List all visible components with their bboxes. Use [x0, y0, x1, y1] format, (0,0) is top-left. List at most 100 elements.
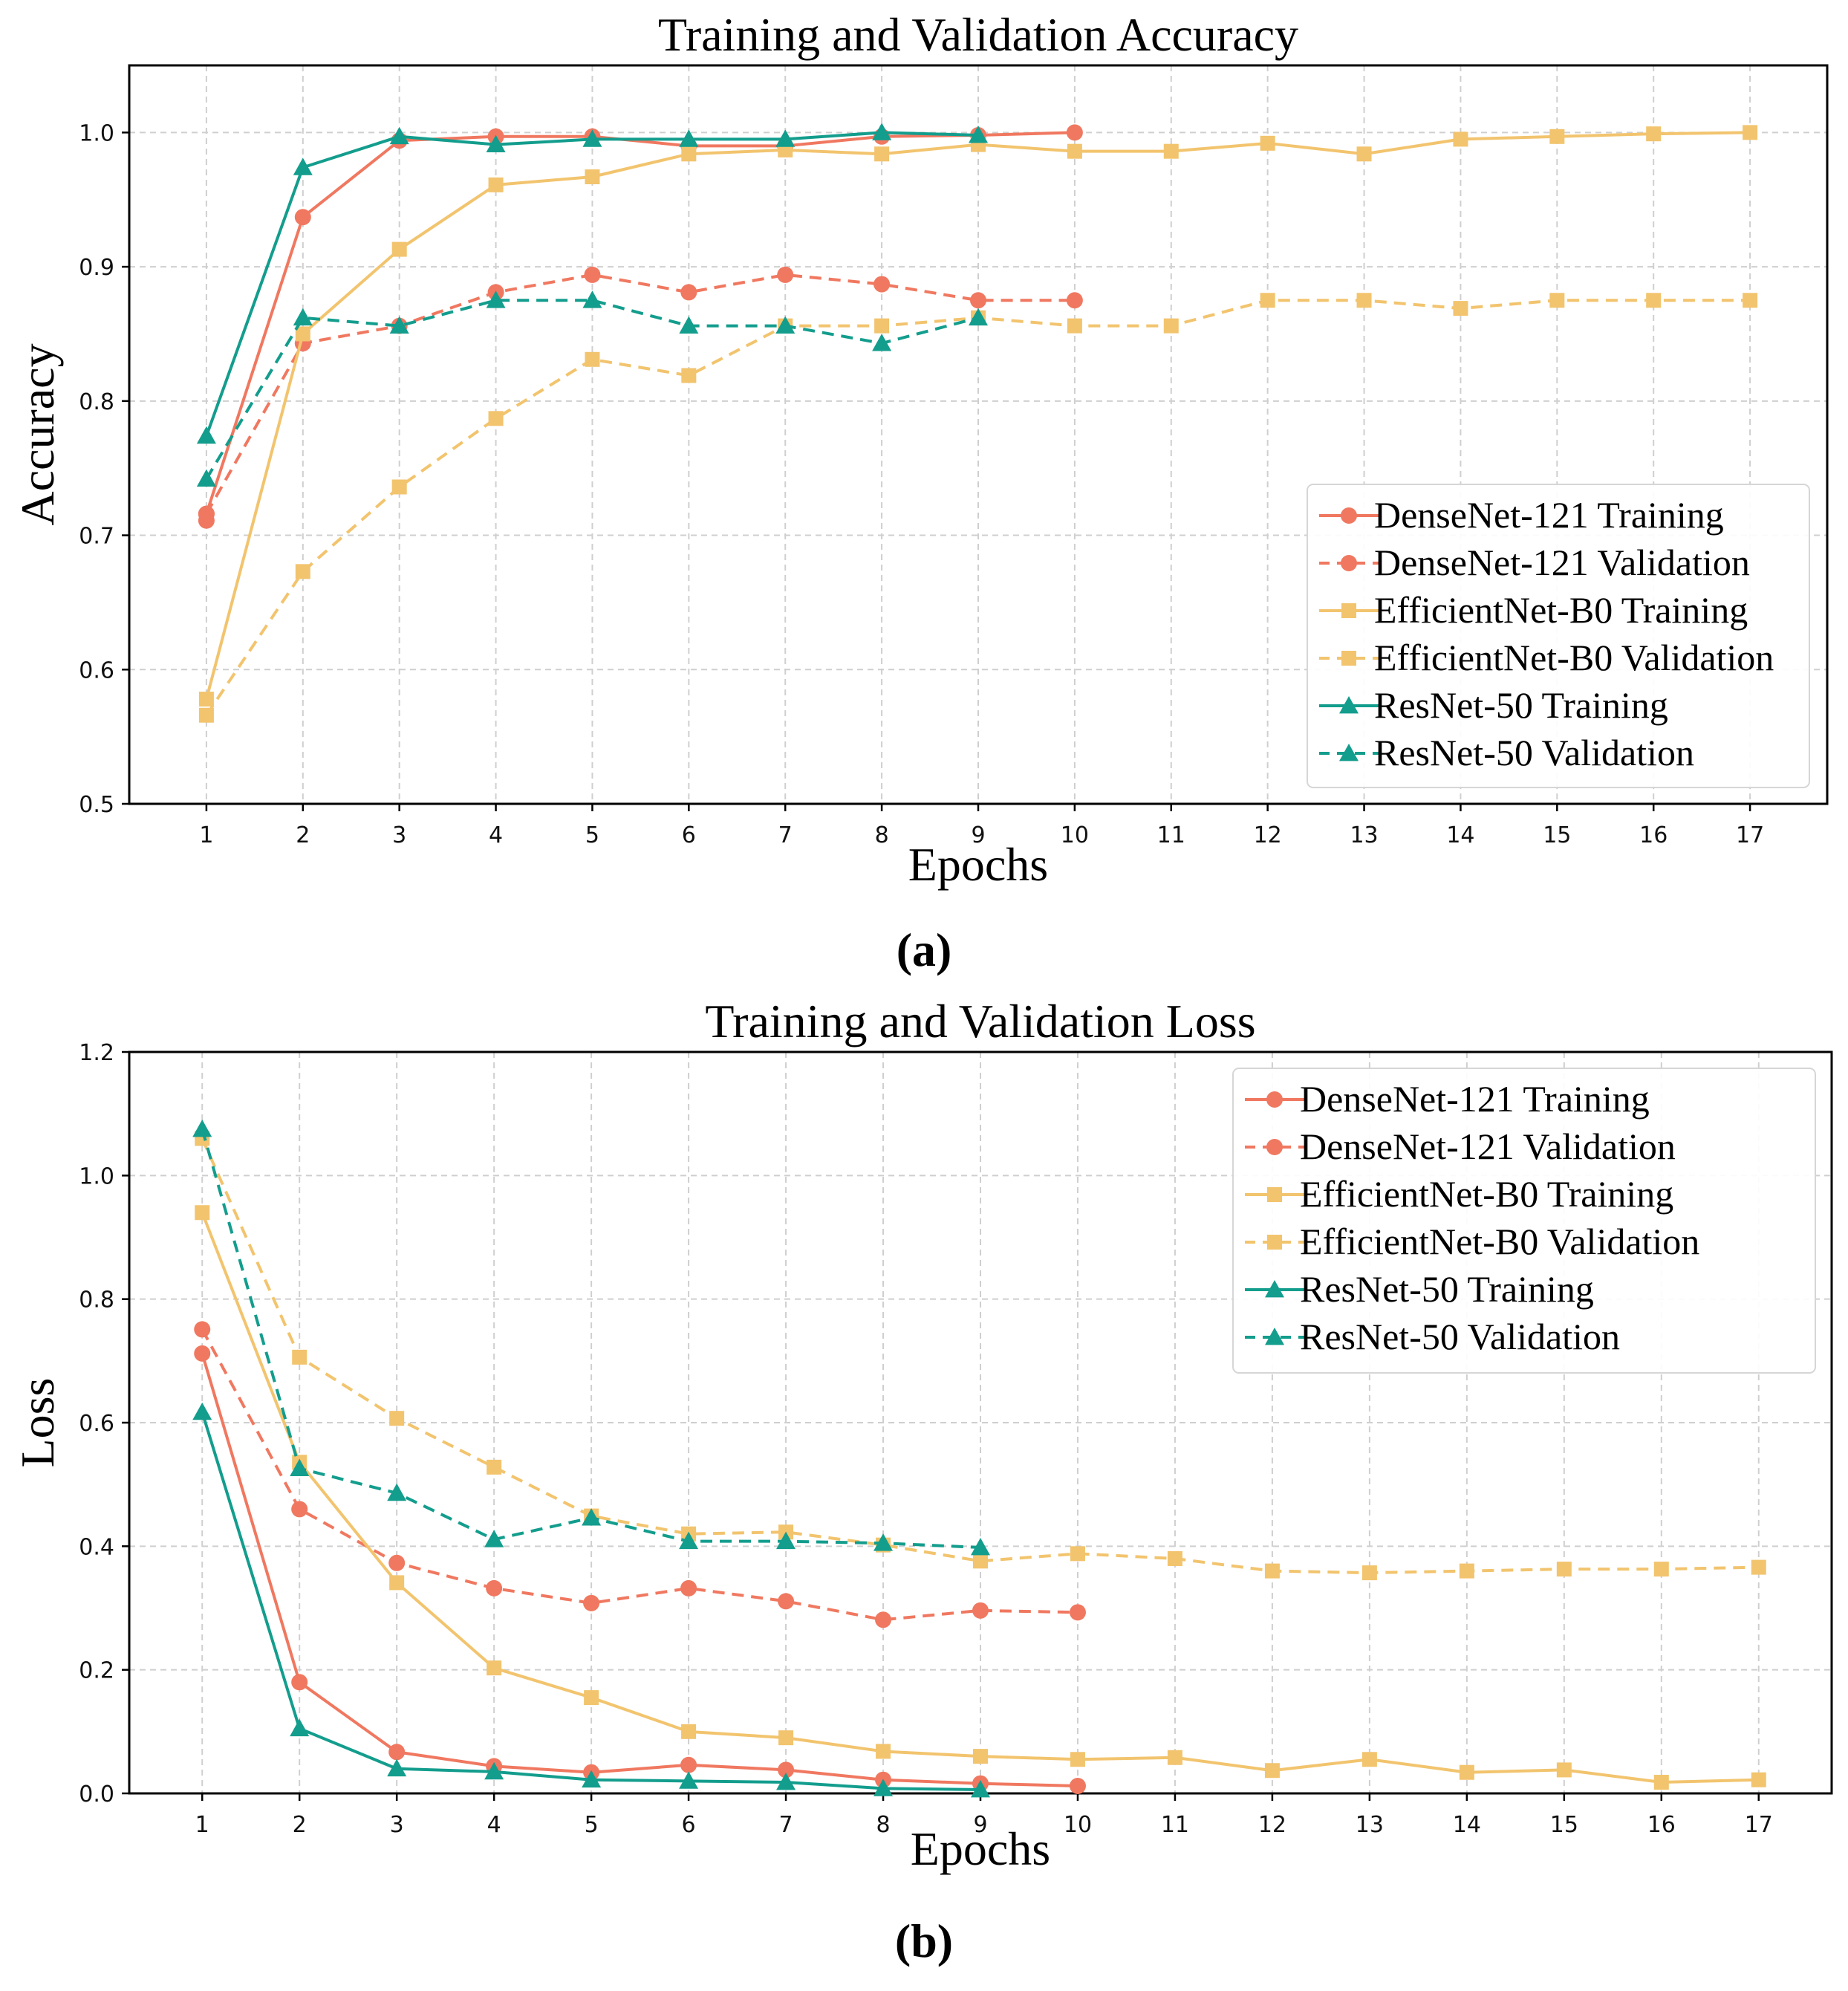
loss-panel-label: (b): [895, 1914, 953, 1967]
accuracy-xtick-label: 7: [778, 822, 793, 848]
loss-xtick-label: 16: [1647, 1812, 1676, 1838]
accuracy-point-resnet-50-training: [872, 123, 892, 140]
loss-xtick-label: 17: [1745, 1812, 1773, 1838]
loss-point-efficientnet-b0-training: [1459, 1764, 1474, 1780]
loss-legend-label: ResNet-50 Validation: [1300, 1316, 1620, 1357]
accuracy-point-densenet-121-validation: [1066, 292, 1083, 309]
accuracy-xtick-label: 2: [296, 822, 310, 848]
loss-point-efficientnet-b0-validation: [1459, 1563, 1474, 1579]
accuracy-xtick-label: 9: [971, 822, 985, 848]
accuracy-ytick-label: 0.5: [79, 792, 114, 818]
loss-point-densenet-121-training: [1069, 1778, 1086, 1795]
loss-xtick-label: 14: [1453, 1812, 1481, 1838]
accuracy-legend-label: ResNet-50 Validation: [1374, 732, 1694, 773]
loss-ytick-label: 1.2: [79, 1040, 114, 1066]
accuracy-point-densenet-121-validation: [680, 284, 697, 301]
accuracy-xtick-label: 11: [1157, 822, 1185, 848]
loss-point-densenet-121-validation: [875, 1611, 892, 1628]
loss-point-efficientnet-b0-training: [195, 1205, 210, 1221]
loss-xtick-label: 9: [973, 1812, 987, 1838]
accuracy-point-efficientnet-b0-training: [1453, 131, 1468, 147]
accuracy-legend-box: [1307, 484, 1810, 788]
loss-line-densenet-121-training: [201, 1353, 1078, 1788]
accuracy-point-efficientnet-b0-validation: [1067, 318, 1082, 334]
loss-xtick-label: 11: [1161, 1812, 1189, 1838]
accuracy-legend-marker-efficientnet-b0-training: [1341, 603, 1356, 618]
accuracy-xtick-label: 1: [199, 822, 213, 848]
accuracy-point-efficientnet-b0-validation: [1549, 293, 1565, 308]
accuracy-panel-label: (a): [897, 923, 952, 976]
loss-point-efficientnet-b0-validation: [389, 1411, 405, 1426]
accuracy-legend-label: EfficientNet-B0 Training: [1374, 589, 1748, 631]
accuracy-point-efficientnet-b0-training: [874, 146, 890, 162]
accuracy-point-resnet-50-training: [486, 134, 506, 153]
loss-point-densenet-121-training: [778, 1761, 795, 1779]
loss-xtick-label: 8: [876, 1812, 890, 1838]
loss-legend-marker-resnet-50-validation: [1265, 1328, 1284, 1345]
accuracy-xtick-label: 15: [1543, 822, 1571, 848]
loss-ytick-label: 1.0: [79, 1163, 114, 1189]
loss-point-resnet-50-validation: [484, 1530, 504, 1547]
accuracy-point-densenet-121-training: [294, 209, 311, 226]
loss-point-resnet-50-validation: [873, 1533, 894, 1551]
loss-xtick-label: 12: [1258, 1812, 1286, 1838]
loss-xtick-label: 3: [390, 1812, 404, 1838]
accuracy-point-resnet-50-validation: [486, 290, 506, 308]
accuracy-legend-label: DenseNet-121 Training: [1374, 494, 1724, 536]
accuracy-point-densenet-121-validation: [873, 276, 891, 293]
accuracy-point-efficientnet-b0-training: [1067, 143, 1082, 159]
accuracy-xtick-label: 12: [1254, 822, 1282, 848]
accuracy-point-resnet-50-validation: [582, 290, 602, 308]
accuracy-point-efficientnet-b0-training: [391, 241, 407, 257]
accuracy-point-efficientnet-b0-training: [198, 692, 214, 707]
accuracy-panel: 1 2 3 4 5 6 7 8 9 10 11 12 13 14 15 16 170.50.60.70.80.9…: [11, 8, 1829, 976]
accuracy-legend-label: EfficientNet-B0 Validation: [1374, 637, 1774, 678]
accuracy-point-efficientnet-b0-training: [488, 177, 504, 192]
loss-point-densenet-121-training: [291, 1674, 308, 1691]
accuracy-xtick-label: 17: [1736, 822, 1764, 848]
loss-point-efficientnet-b0-training: [1167, 1750, 1182, 1765]
loss-point-efficientnet-b0-validation: [487, 1459, 502, 1475]
accuracy-xtick-label: 3: [392, 822, 406, 848]
loss-xtick-label: 7: [779, 1812, 793, 1838]
accuracy-point-efficientnet-b0-training: [1549, 129, 1565, 144]
loss-point-efficientnet-b0-validation: [1264, 1563, 1280, 1579]
accuracy-point-resnet-50-training: [582, 129, 602, 147]
accuracy-legend-label: DenseNet-121 Validation: [1374, 542, 1750, 583]
accuracy-xtick-label: 8: [875, 822, 889, 848]
accuracy-ytick-label: 0.8: [79, 389, 114, 415]
loss-series-resnet-50-training: [192, 1402, 990, 1798]
accuracy-xtick-label: 5: [585, 822, 599, 848]
accuracy-legend: DenseNet-121 Training DenseNet-121 Valida…: [1307, 484, 1810, 788]
loss-point-resnet-50-validation: [192, 1119, 212, 1137]
loss-point-efficientnet-b0-training: [1264, 1763, 1280, 1779]
accuracy-point-resnet-50-validation: [969, 308, 988, 326]
accuracy-ytick-label: 0.6: [79, 657, 114, 683]
accuracy-ytick-label: 1.0: [79, 120, 114, 146]
loss-point-efficientnet-b0-validation: [1361, 1565, 1377, 1581]
loss-x-axis-label: Epochs: [911, 1822, 1050, 1875]
accuracy-series-resnet-50-validation: [196, 290, 988, 487]
loss-line-efficientnet-b0-validation: [201, 1137, 1759, 1575]
accuracy-point-resnet-50-validation: [872, 334, 892, 351]
loss-legend-marker-resnet-50-training: [1265, 1280, 1284, 1298]
loss-point-efficientnet-b0-training: [1653, 1775, 1669, 1790]
loss-point-densenet-121-validation: [972, 1602, 989, 1619]
accuracy-point-efficientnet-b0-training: [1743, 125, 1758, 140]
accuracy-line-resnet-50-validation: [205, 299, 979, 480]
accuracy-legend-marker-resnet-50-validation: [1339, 744, 1359, 761]
accuracy-xtick-label: 13: [1350, 822, 1378, 848]
loss-legend-box: [1232, 1068, 1816, 1374]
loss-point-resnet-50-validation: [776, 1531, 796, 1550]
loss-point-resnet-50-validation: [582, 1508, 602, 1526]
accuracy-point-densenet-121-validation: [584, 266, 601, 283]
loss-xtick-label: 10: [1064, 1812, 1092, 1838]
accuracy-point-resnet-50-validation: [389, 316, 409, 334]
loss-legend-label: DenseNet-121 Validation: [1300, 1126, 1676, 1167]
loss-point-densenet-121-training: [680, 1756, 697, 1773]
accuracy-point-densenet-121-validation: [198, 505, 215, 522]
loss-point-efficientnet-b0-validation: [1556, 1562, 1572, 1577]
loss-point-efficientnet-b0-training: [487, 1660, 502, 1676]
loss-series-resnet-50-validation: [192, 1119, 990, 1556]
loss-xtick-label: 4: [487, 1812, 501, 1838]
